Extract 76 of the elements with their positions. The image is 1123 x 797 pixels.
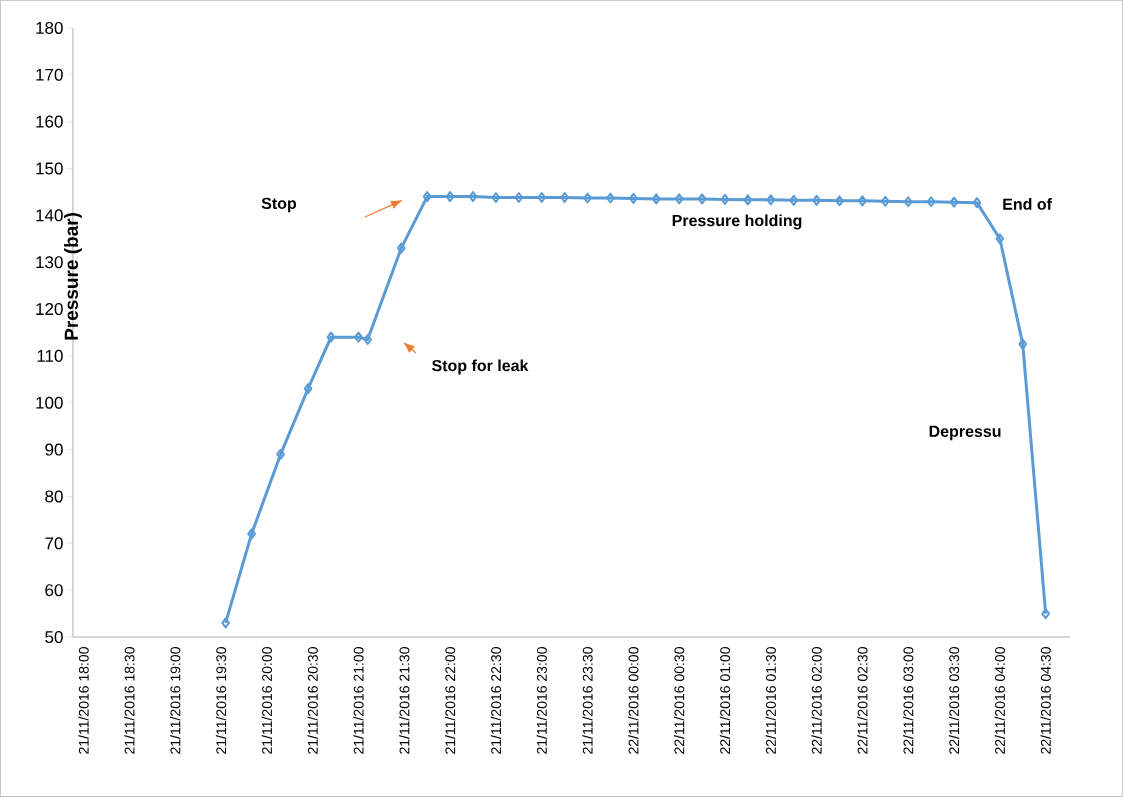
- point: [789, 194, 799, 206]
- point: [468, 191, 478, 203]
- x-tick-label: 22/11/2016 02:00: [811, 647, 822, 754]
- x-tick-label: 22/11/2016 03:30: [948, 647, 960, 754]
- point: [651, 193, 661, 205]
- point: [491, 192, 501, 204]
- x-tick-label: 21/11/2016 18:00: [78, 647, 89, 754]
- point: [1018, 338, 1028, 350]
- point: [247, 528, 256, 540]
- point: [903, 196, 913, 208]
- y-tick-label: 50: [45, 631, 63, 644]
- x-tick-label: 22/11/2016 01:00: [719, 647, 731, 754]
- point: [812, 194, 821, 206]
- y-tick-label: 130: [36, 256, 63, 269]
- x-tick-label: 21/11/2016 22:30: [490, 647, 502, 754]
- point: [583, 192, 592, 204]
- y-tick-label: 120: [36, 303, 63, 316]
- x-tick-label: 22/11/2016 01:30: [765, 647, 776, 754]
- y-tick-label: 180: [36, 21, 63, 34]
- point: [972, 197, 982, 209]
- point: [354, 331, 363, 343]
- point: [926, 196, 936, 208]
- y-tick-label: 150: [36, 162, 63, 175]
- y-tick-label: 90: [45, 443, 63, 456]
- x-tick-label: 22/11/2016 02:30: [857, 647, 868, 754]
- y-tick-label: 110: [37, 349, 63, 362]
- x-tick-label: 21/11/2016 20:30: [307, 647, 318, 754]
- point: [1041, 608, 1051, 620]
- x-tick-label: 22/11/2016 04:30: [1040, 647, 1051, 754]
- point: [766, 194, 776, 206]
- point: [628, 192, 638, 204]
- annotation: Depressu: [929, 425, 1001, 441]
- point: [720, 193, 730, 205]
- point: [674, 193, 684, 205]
- x-tick-label: 22/11/2016 00:30: [674, 647, 685, 754]
- annotation: Stop for leak: [431, 359, 529, 375]
- point: [396, 242, 406, 254]
- y-tick-label: 100: [36, 396, 63, 409]
- point: [858, 195, 867, 207]
- y-tick-label: 140: [36, 209, 63, 222]
- x-tick-label: 22/11/2016 03:00: [903, 647, 914, 754]
- point: [276, 448, 285, 460]
- y-tick-label: 70: [45, 537, 63, 550]
- x-tick-label: 21/11/2016 21:00: [353, 647, 364, 754]
- x-tick-label: 21/11/2016 23:30: [582, 647, 593, 754]
- point: [835, 195, 844, 207]
- point: [995, 233, 1005, 245]
- x-tick-label: 21/11/2016 19:00: [170, 647, 181, 754]
- point: [880, 195, 890, 207]
- x-tick-label: 21/11/2016 22:00: [444, 647, 456, 754]
- point: [303, 383, 313, 395]
- point: [445, 191, 455, 203]
- y-tick-label: 170: [36, 68, 63, 81]
- x-tick-label: 21/11/2016 20:00: [261, 647, 273, 754]
- point: [422, 191, 432, 203]
- y-axis-title: Pressure (bar): [64, 213, 82, 340]
- point: [560, 192, 570, 204]
- annotation: End of: [1003, 198, 1052, 210]
- x-tick-label: 21/11/2016 18:30: [124, 647, 135, 754]
- point: [221, 617, 230, 629]
- annotation: Stop: [261, 197, 297, 213]
- y-tick-label: 60: [45, 584, 63, 597]
- x-tick-label: 21/11/2016 19:30: [215, 647, 227, 754]
- annotation: Pressure holding: [672, 214, 802, 230]
- x-tick-label: 22/11/2016 00:00: [628, 647, 639, 754]
- y-tick-label: 80: [45, 490, 63, 503]
- point: [949, 196, 959, 208]
- point: [743, 194, 753, 206]
- x-tick-label: 21/11/2016 23:00: [536, 647, 547, 754]
- x-tick-label: 21/11/2016 21:30: [399, 647, 410, 754]
- x-tick-label: 22/11/2016 04:00: [994, 647, 1005, 754]
- point: [326, 331, 336, 343]
- y-tick-label: 160: [36, 115, 63, 128]
- point: [606, 192, 615, 204]
- point: [363, 334, 373, 346]
- point: [697, 193, 707, 205]
